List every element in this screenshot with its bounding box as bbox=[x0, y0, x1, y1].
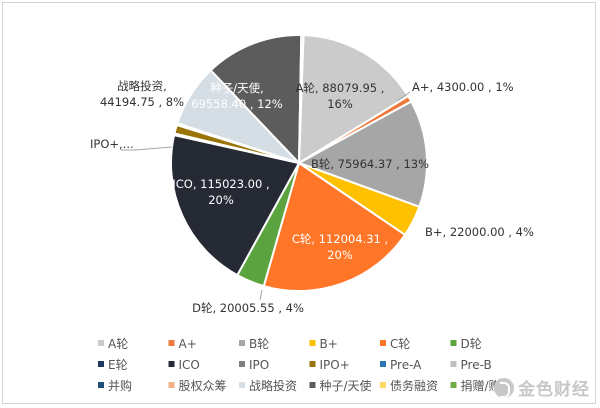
legend-label: A轮 bbox=[108, 337, 128, 351]
pie-slice-B轮 bbox=[296, 100, 428, 209]
legend-swatch bbox=[98, 361, 104, 367]
pie-slice-ICO bbox=[170, 133, 301, 277]
data-label-B+: B+, 22000.00 , 4% bbox=[425, 225, 534, 239]
data-label-D轮: D轮, 20005.55 , 4% bbox=[192, 301, 304, 315]
legend-label: ICO bbox=[179, 358, 200, 372]
legend-item-Pre-B: Pre-B bbox=[450, 358, 492, 372]
leader-line-D轮 bbox=[259, 289, 263, 301]
legend-item-IPO: IPO bbox=[239, 358, 269, 372]
data-label-ICO: ICO, 115023.00 , 20% bbox=[172, 177, 269, 207]
legend-item-B+: B+ bbox=[309, 337, 338, 351]
legend-item-股权众筹: 股权众筹 bbox=[168, 379, 227, 393]
watermark-text: 金色财经 bbox=[518, 380, 590, 400]
legend-label: IPO bbox=[249, 358, 269, 372]
data-label-战略投资: 战略投资, 44194.75 , 8% bbox=[100, 79, 184, 109]
pie-slice-种子/天使 bbox=[209, 34, 303, 166]
legend-swatch bbox=[450, 361, 457, 367]
data-label-种子/天使: 种子/天使, 69558.40 , 12% bbox=[191, 81, 282, 111]
legend-swatch bbox=[309, 361, 316, 367]
leader-line-IPO+ bbox=[121, 146, 173, 151]
legend-swatch bbox=[98, 382, 104, 388]
legend-item-A轮: A轮 bbox=[98, 337, 128, 351]
legend-label: 战略投资 bbox=[249, 378, 297, 393]
legend-label: Pre-B bbox=[461, 358, 492, 372]
pie-slice-A轮 bbox=[297, 34, 410, 165]
legend-label: 并购 bbox=[108, 378, 132, 393]
data-label-A轮: A轮, 88079.95 , 16% bbox=[296, 81, 385, 111]
watermark: 金色财经 bbox=[494, 375, 590, 400]
watermark-logo-icon bbox=[494, 377, 514, 398]
legend-swatch bbox=[168, 340, 175, 346]
legend-label: IPO+ bbox=[320, 358, 350, 372]
legend-swatch bbox=[168, 361, 175, 367]
legend-item-E轮: E轮 bbox=[98, 358, 128, 372]
legend-item-C轮: C轮 bbox=[380, 337, 410, 351]
legend-swatch bbox=[309, 340, 316, 346]
pie-slice-C轮 bbox=[262, 161, 407, 292]
legend-item-ICO: ICO bbox=[168, 358, 200, 372]
data-label-IPO+: IPO+,... bbox=[90, 137, 134, 151]
legend-label: 债务融资 bbox=[390, 378, 438, 393]
legend-label: Pre-A bbox=[390, 358, 422, 372]
legend-label: B轮 bbox=[249, 337, 269, 351]
legend-item-IPO+: IPO+ bbox=[309, 358, 350, 372]
legend-swatch bbox=[98, 340, 104, 346]
legend-label: A+ bbox=[179, 337, 197, 351]
legend-swatch bbox=[309, 382, 316, 388]
legend-label: 种子/天使 bbox=[320, 378, 372, 393]
slice-labels: A轮, 88079.95 , 16% A+, 4300.00 , 1% B轮, 759… bbox=[90, 79, 534, 315]
legend-swatch bbox=[239, 340, 245, 346]
legend-item-A+: A+ bbox=[168, 337, 197, 351]
legend-item-债务融资: 债务融资 bbox=[380, 378, 438, 393]
pie-slice-minor bbox=[298, 34, 305, 164]
legend-item-并购: 并购 bbox=[98, 378, 132, 393]
legend-item-捐赠/赠: 捐赠/赠 bbox=[450, 379, 501, 393]
pie-slices bbox=[170, 34, 428, 292]
legend-label: C轮 bbox=[390, 337, 410, 351]
legend-swatch bbox=[239, 361, 245, 367]
leader-lines bbox=[121, 91, 411, 301]
legend-item-D轮: D轮 bbox=[450, 337, 482, 351]
legend-swatch bbox=[239, 382, 245, 388]
legend-item-Pre-A: Pre-A bbox=[380, 358, 422, 372]
legend-swatch bbox=[450, 382, 457, 388]
legend-swatch bbox=[168, 382, 175, 388]
legend-item-种子/天使: 种子/天使 bbox=[309, 378, 372, 393]
legend-label: E轮 bbox=[108, 358, 128, 372]
leader-line-A+ bbox=[396, 91, 411, 102]
legend-label: B+ bbox=[320, 337, 338, 351]
legend-label: D轮 bbox=[461, 337, 482, 351]
legend-item-B轮: B轮 bbox=[239, 337, 269, 351]
legend-swatch bbox=[380, 361, 386, 367]
data-label-B轮: B轮, 75964.37 , 13% bbox=[311, 157, 429, 171]
legend-item-战略投资: 战略投资 bbox=[239, 378, 297, 393]
legend: A轮 A+ B轮 B+ C轮 D轮 E轮 ICO IPO IPO+ Pre-A Pre-B 并购 股权众筹… bbox=[98, 337, 501, 393]
data-label-A+: A+, 4300.00 , 1% bbox=[412, 80, 514, 94]
data-label-C轮: C轮, 112004.31 , 20% bbox=[292, 232, 388, 262]
legend-label: 捐赠/赠 bbox=[461, 379, 501, 393]
legend-swatch bbox=[450, 340, 457, 346]
chart-frame bbox=[2, 2, 596, 404]
legend-swatch bbox=[380, 340, 386, 346]
legend-label: 股权众筹 bbox=[179, 379, 227, 393]
legend-swatch bbox=[380, 382, 386, 388]
